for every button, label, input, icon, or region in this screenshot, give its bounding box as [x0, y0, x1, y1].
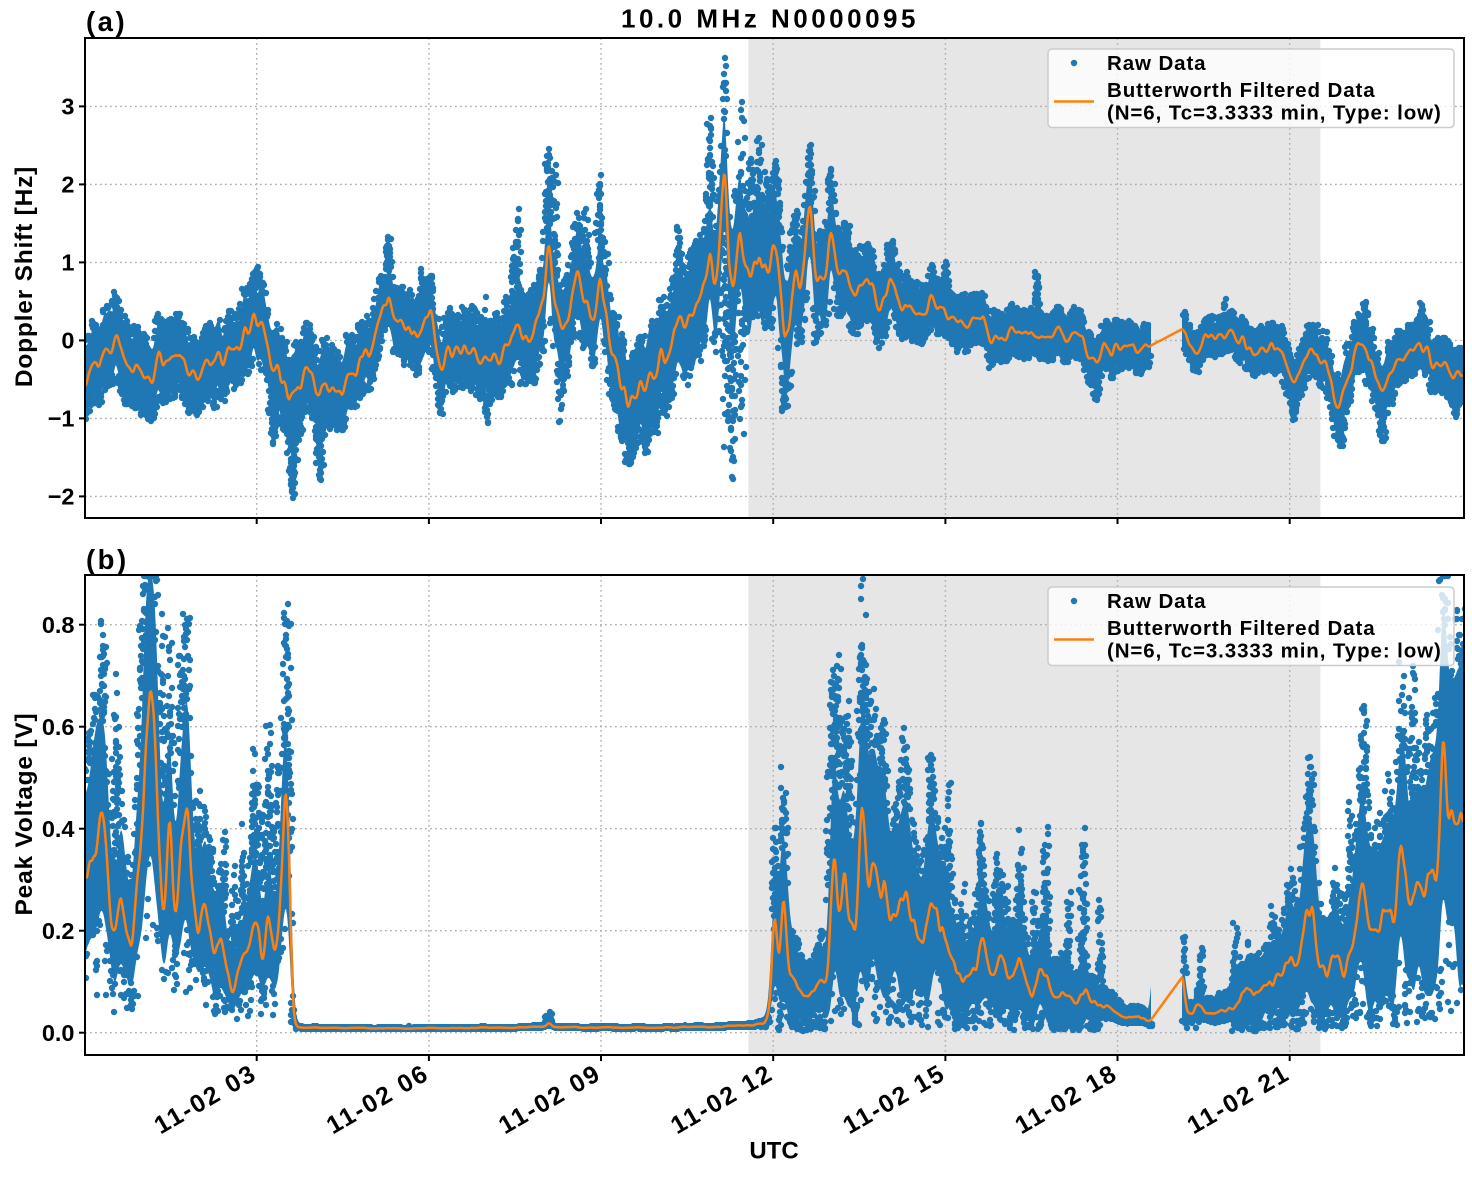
svg-text:(a): (a): [86, 6, 127, 37]
svg-text:Raw Data: Raw Data: [1107, 590, 1206, 613]
svg-text:0.4: 0.4: [42, 816, 75, 842]
svg-text:−2: −2: [48, 484, 75, 510]
svg-text:2: 2: [61, 172, 74, 198]
svg-text:Butterworth Filtered Data: Butterworth Filtered Data: [1107, 79, 1376, 102]
svg-text:0.0: 0.0: [42, 1020, 75, 1046]
svg-text:UTC: UTC: [749, 1138, 798, 1165]
svg-text:(N=6, Tc=3.3333 min, Type: low: (N=6, Tc=3.3333 min, Type: low): [1107, 640, 1442, 663]
svg-text:1: 1: [61, 250, 74, 276]
svg-text:0.6: 0.6: [42, 714, 75, 740]
svg-text:−1: −1: [48, 406, 75, 432]
svg-text:Doppler Shift [Hz]: Doppler Shift [Hz]: [11, 166, 38, 387]
svg-text:Peak Voltage [V]: Peak Voltage [V]: [11, 713, 38, 916]
svg-text:3: 3: [61, 94, 74, 120]
svg-text:10.0 MHz N0000095: 10.0 MHz N0000095: [621, 4, 919, 34]
svg-text:0.2: 0.2: [42, 918, 75, 944]
svg-text:0.8: 0.8: [42, 612, 75, 638]
svg-text:(N=6, Tc=3.3333 min, Type: low: (N=6, Tc=3.3333 min, Type: low): [1107, 102, 1442, 125]
svg-text:0: 0: [61, 328, 74, 354]
svg-text:Raw Data: Raw Data: [1107, 52, 1206, 75]
svg-text:Butterworth Filtered Data: Butterworth Filtered Data: [1107, 617, 1376, 640]
svg-text:(b): (b): [86, 544, 129, 575]
